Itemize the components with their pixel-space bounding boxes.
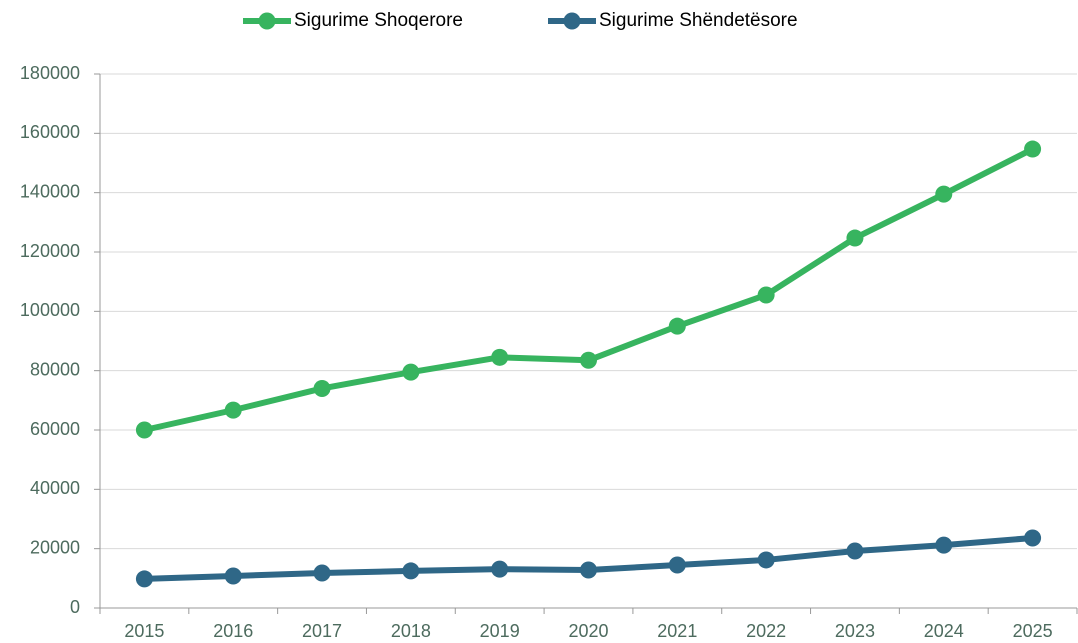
y-tick-label: 180000 xyxy=(20,63,80,83)
series-line xyxy=(143,146,1034,433)
data-point xyxy=(1024,140,1042,158)
y-tick-label: 40000 xyxy=(30,478,80,498)
y-tick-label: 20000 xyxy=(30,537,80,557)
x-tick-label: 2015 xyxy=(124,621,164,641)
data-point xyxy=(402,363,420,381)
x-tick-label: 2022 xyxy=(746,621,786,641)
data-point xyxy=(846,542,864,560)
y-tick-label: 0 xyxy=(70,597,80,617)
data-point xyxy=(313,379,331,397)
x-tick-label: 2019 xyxy=(480,621,520,641)
data-point xyxy=(757,551,775,569)
y-tick-label: 100000 xyxy=(20,300,80,320)
x-tick-label: 2023 xyxy=(835,621,875,641)
data-point xyxy=(313,564,331,582)
data-point xyxy=(491,348,509,366)
data-point xyxy=(135,570,153,588)
legend-label: Sigurime Shëndetësore xyxy=(599,10,798,31)
x-tick-label: 2025 xyxy=(1013,621,1053,641)
data-point xyxy=(935,536,953,554)
data-point xyxy=(580,561,597,579)
legend-marker xyxy=(563,12,581,30)
y-tick-label: 120000 xyxy=(20,241,80,261)
data-point xyxy=(846,229,864,247)
y-tick-label: 60000 xyxy=(30,419,80,439)
x-tick-label: 2020 xyxy=(568,621,608,641)
legend-marker xyxy=(258,12,276,30)
data-point xyxy=(135,421,153,439)
data-point xyxy=(224,401,242,419)
y-tick-label: 140000 xyxy=(20,181,80,201)
data-point xyxy=(757,286,775,304)
data-point xyxy=(1024,529,1042,547)
data-point xyxy=(935,185,953,203)
x-tick-label: 2017 xyxy=(302,621,342,641)
x-tick-label: 2021 xyxy=(657,621,697,641)
x-tick-label: 2024 xyxy=(924,621,964,641)
y-tick-label: 80000 xyxy=(30,359,80,379)
y-tick-label: 160000 xyxy=(20,122,80,142)
data-point xyxy=(491,560,509,578)
x-tick-label: 2018 xyxy=(391,621,431,641)
data-point xyxy=(402,562,420,580)
data-point xyxy=(224,567,242,585)
data-point xyxy=(668,556,686,574)
x-tick-label: 2016 xyxy=(213,621,253,641)
data-point xyxy=(668,317,686,335)
legend-label: Sigurime Shoqerore xyxy=(294,10,463,31)
data-point xyxy=(580,351,597,369)
